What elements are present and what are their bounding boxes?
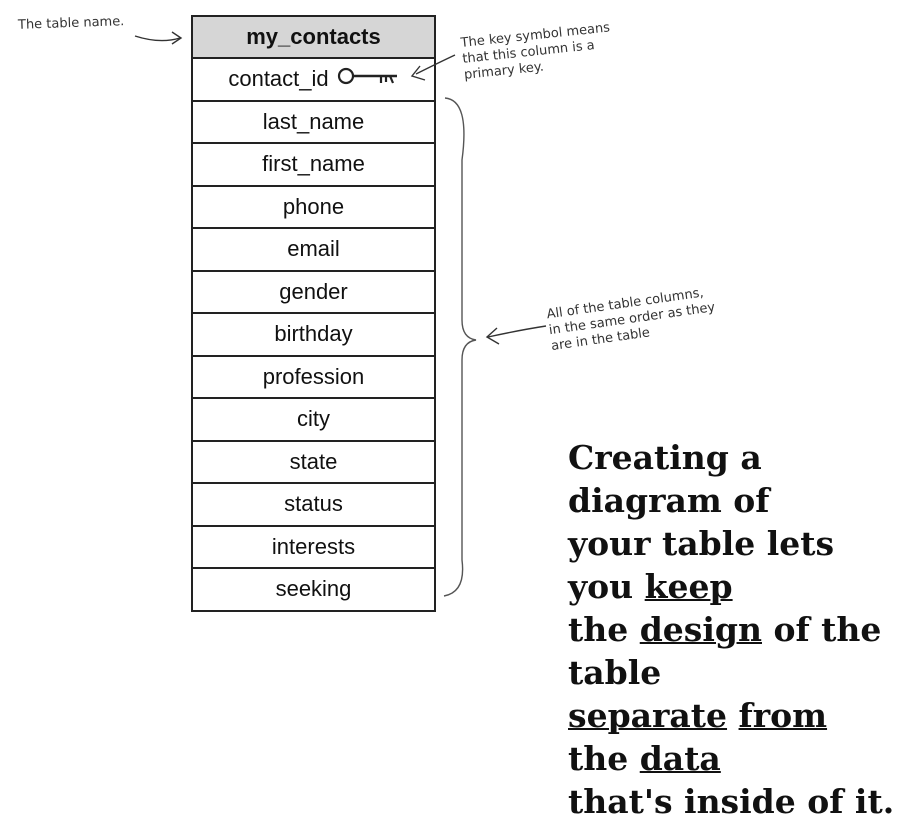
callout-line-4: separate from the data bbox=[568, 694, 898, 780]
callout-text: the bbox=[568, 610, 640, 649]
column-row: gender bbox=[193, 269, 434, 313]
table-name-arrow bbox=[134, 35, 181, 42]
callout-line-2: your table lets you keep bbox=[568, 522, 898, 608]
table-name-header: my_contacts bbox=[193, 17, 434, 57]
callout-underlined-text: from bbox=[738, 696, 828, 735]
column-row: interests bbox=[193, 524, 434, 568]
diagram-callout: Creating a diagram of your table lets yo… bbox=[568, 436, 898, 823]
column-row: seeking bbox=[193, 567, 434, 610]
table-name-annotation: The table name. bbox=[17, 14, 125, 33]
callout-line-1: Creating a diagram of bbox=[568, 438, 770, 520]
callout-text: of the table bbox=[568, 610, 882, 692]
column-row: first_name bbox=[193, 142, 434, 185]
column-row: phone bbox=[193, 184, 434, 228]
callout-underlined-text: data bbox=[639, 739, 721, 778]
callout-underlined-text: keep bbox=[644, 567, 733, 606]
table-diagram: my_contacts contact_id last_name first_n… bbox=[191, 15, 436, 612]
callout-underlined-text: design bbox=[639, 610, 762, 649]
columns-arrowhead bbox=[485, 327, 500, 345]
column-row: profession bbox=[193, 354, 434, 398]
column-row: state bbox=[193, 439, 434, 483]
columns-brace bbox=[443, 97, 477, 597]
callout-text: the bbox=[568, 739, 640, 778]
columns-arrow bbox=[487, 325, 547, 338]
callout-text: your table lets you bbox=[568, 524, 835, 606]
table-name-arrowhead bbox=[171, 31, 183, 45]
columns-annotation: All of the table columns, in the same or… bbox=[546, 277, 771, 355]
key-icon bbox=[337, 66, 399, 92]
callout-line-5: that's inside of it. bbox=[568, 782, 895, 821]
callout-underlined-text: separate bbox=[568, 696, 728, 735]
column-row: city bbox=[193, 397, 434, 440]
column-row: contact_id bbox=[193, 57, 434, 100]
column-row: email bbox=[193, 227, 434, 270]
column-label: contact_id bbox=[228, 66, 329, 92]
primary-key-annotation: The key symbol means that this column is… bbox=[460, 16, 654, 84]
column-row: last_name bbox=[193, 99, 434, 143]
column-row: birthday bbox=[193, 312, 434, 355]
callout-line-3: the design of the table bbox=[568, 608, 898, 694]
column-row: status bbox=[193, 482, 434, 525]
